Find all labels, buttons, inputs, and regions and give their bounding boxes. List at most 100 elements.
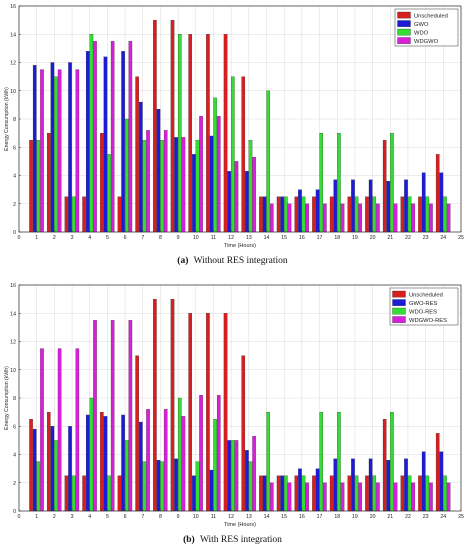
y-tick-label: 6 bbox=[13, 424, 16, 430]
y-tick-label: 10 bbox=[10, 368, 16, 374]
bar-unscheduled bbox=[365, 196, 369, 233]
x-tick-label: 12 bbox=[228, 235, 234, 241]
bar-wdo-res bbox=[284, 475, 288, 512]
bar-unscheduled bbox=[241, 76, 246, 233]
bar-gwo bbox=[262, 196, 267, 233]
bar-wdo-res bbox=[301, 475, 306, 512]
bar-gwo-res bbox=[139, 421, 143, 512]
bar-wdo-res bbox=[177, 397, 182, 512]
bar-unscheduled bbox=[365, 475, 369, 512]
bar-unscheduled bbox=[206, 313, 210, 512]
bar-unscheduled bbox=[312, 196, 316, 233]
x-tick-label: 19 bbox=[352, 235, 358, 241]
caption: (b) With RES integration bbox=[183, 534, 282, 545]
bar-gwo bbox=[85, 51, 90, 233]
bar-unscheduled bbox=[170, 20, 175, 233]
x-tick-label: 17 bbox=[317, 235, 323, 241]
bar-wdgwo bbox=[287, 203, 292, 233]
bar-gwo bbox=[421, 172, 426, 233]
bar-unscheduled bbox=[64, 196, 69, 233]
legend-label: Unscheduled bbox=[409, 292, 443, 298]
bar-unscheduled bbox=[117, 475, 122, 512]
bar-wdo-res bbox=[425, 475, 430, 512]
bar-unscheduled bbox=[64, 475, 69, 512]
bar-wdo-res bbox=[36, 461, 41, 512]
bar-wdgwo-res bbox=[393, 482, 398, 512]
bar-unscheduled bbox=[117, 196, 122, 233]
bar-wdgwo-res bbox=[376, 482, 380, 512]
legend-label: WDGWO bbox=[414, 39, 439, 45]
y-tick-label: 12 bbox=[10, 61, 16, 67]
bar-gwo bbox=[68, 62, 72, 233]
bar-unscheduled bbox=[241, 355, 246, 512]
x-tick-label: 6 bbox=[124, 235, 127, 241]
x-tick-label: 18 bbox=[334, 514, 340, 520]
bar-wdgwo-res bbox=[163, 409, 168, 512]
bar-gwo-res bbox=[368, 458, 373, 512]
legend-label: WDO-RES bbox=[409, 309, 437, 315]
bar-unscheduled bbox=[135, 76, 139, 233]
bar-gwo bbox=[103, 56, 108, 233]
bar-gwo-res bbox=[174, 458, 178, 512]
y-tick-label: 4 bbox=[13, 174, 16, 180]
bar-wdo-res bbox=[124, 440, 129, 512]
bar-unscheduled bbox=[46, 412, 51, 512]
bar-unscheduled bbox=[223, 313, 228, 512]
x-tick-label: 10 bbox=[193, 514, 199, 520]
x-tick-label: 8 bbox=[159, 235, 162, 241]
bar-wdo-res bbox=[195, 461, 200, 512]
y-tick-label: 4 bbox=[13, 453, 16, 459]
bar-gwo-res bbox=[315, 468, 320, 512]
y-tick-label: 10 bbox=[10, 89, 16, 95]
bar-wdgwo bbox=[40, 69, 44, 233]
bar-gwo bbox=[156, 108, 161, 233]
bar-wdo bbox=[443, 196, 447, 233]
bar-gwo bbox=[298, 189, 302, 233]
bar-unscheduled bbox=[347, 196, 352, 233]
bar-unscheduled bbox=[170, 299, 175, 512]
x-tick-label: 11 bbox=[211, 514, 216, 520]
bar-wdgwo-res bbox=[287, 482, 292, 512]
bar-gwo bbox=[139, 101, 143, 233]
bar-gwo-res bbox=[32, 428, 37, 512]
bar-wdo bbox=[124, 118, 129, 233]
x-tick-label: 24 bbox=[440, 514, 446, 520]
bar-wdo-res bbox=[337, 412, 341, 512]
bar-wdo bbox=[107, 154, 111, 233]
x-tick-label: 21 bbox=[387, 514, 393, 520]
x-tick-label: 14 bbox=[264, 514, 270, 520]
bar-wdgwo-res bbox=[234, 440, 239, 512]
y-tick-label: 12 bbox=[10, 340, 16, 346]
y-tick-label: 14 bbox=[10, 32, 16, 38]
bar-wdgwo bbox=[163, 130, 168, 233]
bar-wdgwo bbox=[199, 116, 203, 233]
bar-wdgwo bbox=[323, 203, 327, 233]
bar-wdgwo-res bbox=[110, 320, 115, 512]
legend-swatch bbox=[392, 299, 406, 306]
x-tick-label: 5 bbox=[106, 514, 109, 520]
bar-gwo-res bbox=[85, 414, 90, 512]
bar-gwo-res bbox=[245, 450, 249, 512]
x-tick-label: 22 bbox=[405, 235, 411, 241]
y-axis-label: Energy Consumption (kWh) bbox=[4, 87, 10, 151]
bar-unscheduled bbox=[435, 433, 440, 512]
y-tick-label: 2 bbox=[13, 202, 16, 208]
bar-wdgwo bbox=[446, 203, 451, 233]
bar-wdo bbox=[248, 140, 253, 233]
bar-wdo bbox=[390, 133, 394, 233]
bar-wdgwo-res bbox=[93, 320, 97, 512]
bar-wdo-res bbox=[319, 412, 324, 512]
bar-wdo bbox=[89, 34, 94, 233]
legend-label: WDGWO-RES bbox=[409, 318, 447, 324]
bar-wdo-res bbox=[372, 475, 377, 512]
bars bbox=[18, 5, 462, 233]
bar-wdo bbox=[266, 90, 270, 233]
x-tick-label: 1 bbox=[35, 514, 38, 520]
bar-wdo bbox=[231, 76, 235, 233]
x-tick-label: 16 bbox=[299, 514, 305, 520]
bar-wdgwo-res bbox=[446, 482, 451, 512]
bar-gwo-res bbox=[421, 451, 426, 512]
x-tick-label: 7 bbox=[141, 235, 144, 241]
bar-wdo-res bbox=[266, 412, 270, 512]
